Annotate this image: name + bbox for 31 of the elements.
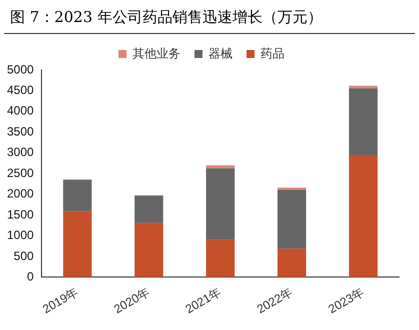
- y-tick-label: 4500: [6, 83, 34, 98]
- bar: [278, 248, 306, 278]
- y-tick-label: 2500: [6, 166, 34, 180]
- y-tick-label: 5000: [6, 62, 34, 76]
- bar: [134, 222, 164, 278]
- bar: [348, 154, 378, 278]
- bar: [134, 196, 164, 223]
- y-tick-label: 2000: [6, 186, 34, 201]
- x-tick-label: 2022年: [254, 284, 295, 316]
- x-tick-label: 2019年: [40, 284, 81, 316]
- bar: [348, 88, 378, 155]
- bar: [348, 86, 378, 88]
- bar: [63, 180, 92, 212]
- y-tick-label: 0: [27, 269, 34, 284]
- x-tick-label: 2020年: [112, 284, 152, 316]
- x-tick-label: 2023年: [326, 284, 366, 316]
- bar: [206, 168, 235, 240]
- legend-label: 药品: [260, 46, 284, 60]
- chart-title: 图 7：2023 年公司药品销售迅速增长（万元）: [4, 0, 415, 34]
- y-tick-label: 4000: [6, 104, 34, 118]
- y-tick-label: 3000: [6, 145, 34, 160]
- bar: [206, 240, 235, 278]
- legend-label: 其他业务: [132, 46, 180, 60]
- legend-label: 器械: [208, 46, 232, 60]
- x-tick-label: 2021年: [182, 284, 224, 316]
- y-tick-label: 1500: [6, 207, 34, 222]
- y-tick-label: 500: [14, 248, 34, 263]
- y-tick-label: 1000: [6, 228, 34, 242]
- y-tick-label: 3500: [6, 124, 34, 138]
- bar: [63, 211, 92, 278]
- bar: [278, 190, 306, 249]
